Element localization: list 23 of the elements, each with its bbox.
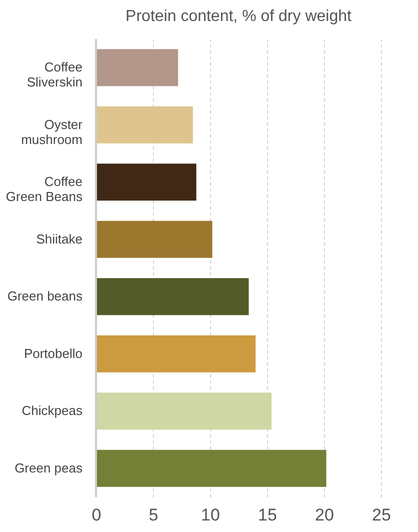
bar — [96, 220, 212, 258]
x-tick-label: 10 — [201, 506, 220, 524]
bar — [96, 450, 326, 487]
x-tick-label: 0 — [92, 506, 102, 524]
y-tick-label: Chickpeas — [22, 403, 83, 418]
y-tick-label: Coffee Sliverskin — [26, 60, 82, 90]
bar — [96, 335, 256, 372]
y-tick-label: Shiitake — [36, 231, 82, 246]
y-tick-label: Oyster mushroom — [21, 116, 84, 147]
x-tick-label: 20 — [315, 506, 334, 524]
y-tick-label: Green peas — [14, 460, 83, 476]
y-tick-label: Green beans — [7, 288, 83, 304]
y-tick-label: Portobello — [24, 346, 82, 361]
x-tick-label: 25 — [372, 506, 391, 524]
bar — [96, 106, 193, 144]
x-tick-label: 15 — [258, 506, 277, 524]
chart-title: Protein content, % of dry weight — [126, 8, 352, 25]
bar — [96, 278, 249, 316]
bar — [96, 164, 196, 201]
y-tick-label: Coffee Green Beans — [6, 174, 83, 204]
bar — [96, 392, 272, 430]
bar — [96, 49, 178, 86]
x-tick-label: 5 — [148, 506, 158, 524]
